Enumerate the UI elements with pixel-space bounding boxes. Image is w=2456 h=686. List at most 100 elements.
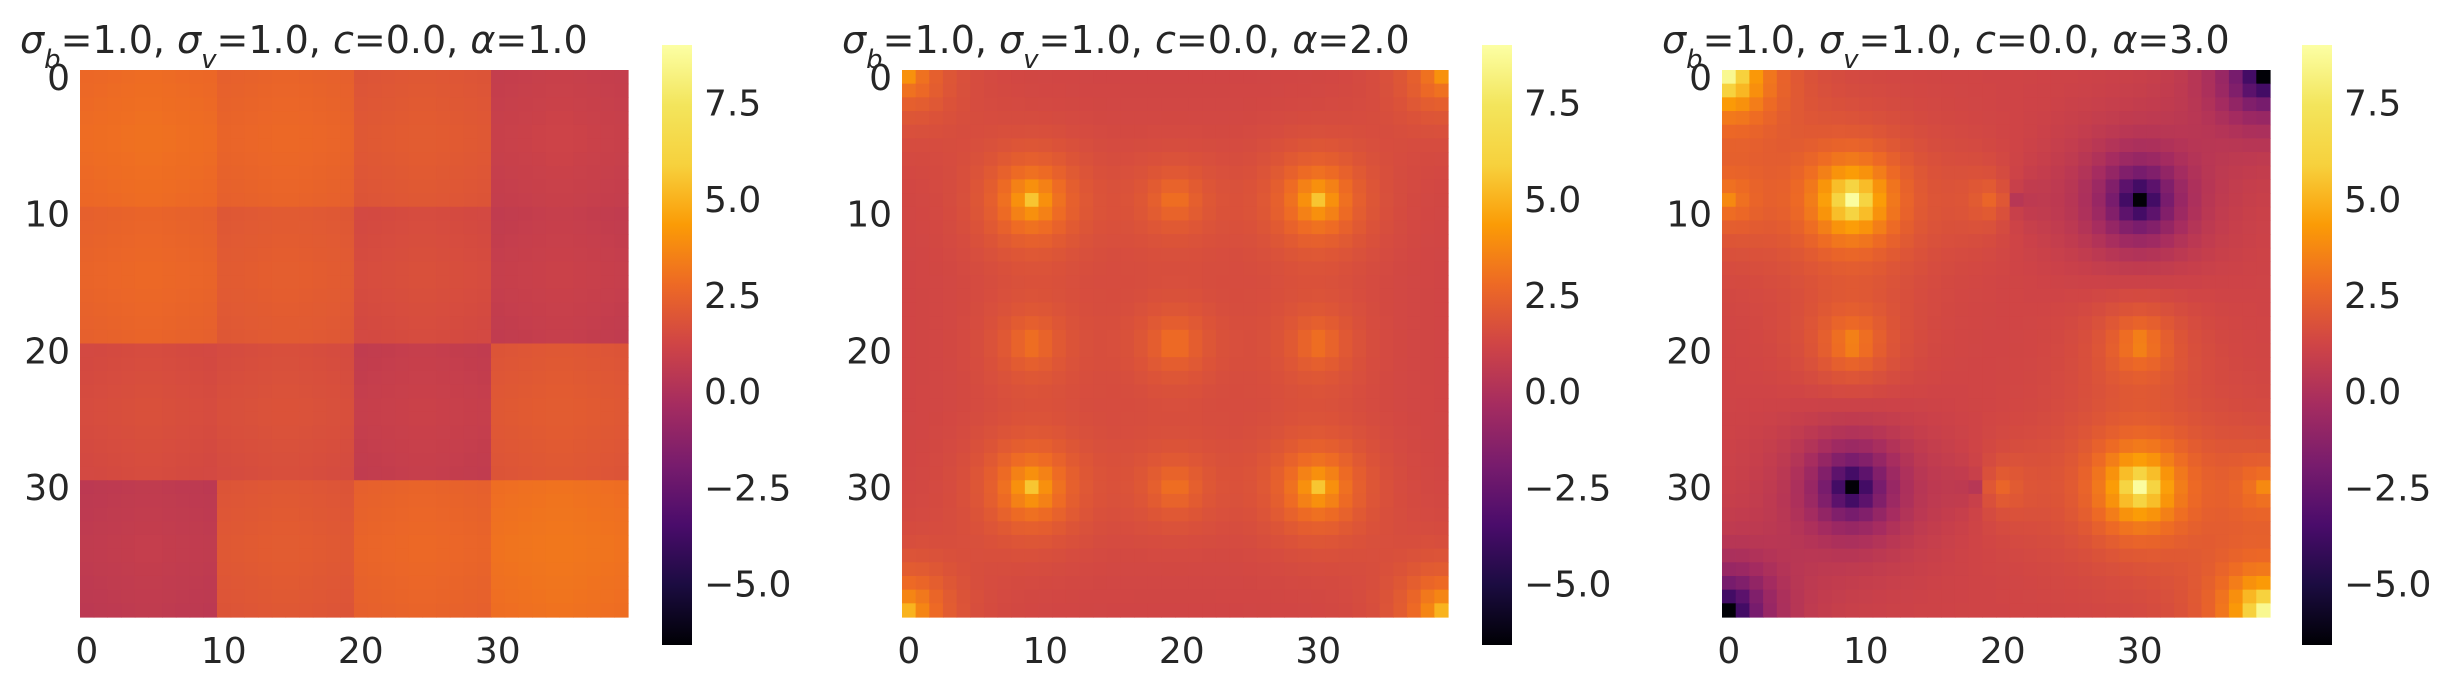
- heatmap-cell: [1011, 480, 1026, 495]
- heatmap-cell: [929, 302, 944, 317]
- heatmap-cell: [518, 302, 533, 317]
- heatmap-cell: [1735, 466, 1750, 481]
- heatmap-cell: [2119, 343, 2134, 358]
- heatmap-cell: [1420, 275, 1435, 290]
- heatmap-cell: [1722, 452, 1737, 468]
- heatmap-cell: [1352, 138, 1367, 153]
- heatmap-cell: [1147, 288, 1162, 304]
- heatmap-cell: [162, 575, 177, 591]
- heatmap-cell: [217, 575, 232, 591]
- heatmap-cell: [203, 179, 218, 194]
- heatmap-cell: [340, 193, 355, 208]
- heatmap-cell: [1407, 83, 1422, 98]
- heatmap-cell: [1106, 493, 1121, 509]
- heatmap-cell: [134, 111, 150, 126]
- heatmap-cell: [2201, 83, 2216, 98]
- heatmap-cell: [1188, 357, 1203, 372]
- heatmap-cell: [148, 384, 163, 399]
- heatmap-cell: [134, 179, 150, 194]
- heatmap-cell: [2050, 370, 2066, 386]
- heatmap-cell: [285, 83, 300, 98]
- heatmap-cell: [2201, 425, 2216, 440]
- heatmap-cell: [532, 384, 547, 399]
- heatmap-cell: [395, 302, 410, 317]
- heatmap-cell: [600, 411, 615, 427]
- heatmap-cell: [367, 439, 382, 454]
- heatmap-cell: [1215, 425, 1231, 440]
- heatmap-cell: [2037, 152, 2052, 167]
- heatmap-cell: [1256, 452, 1272, 468]
- heatmap-cell: [1996, 575, 2011, 591]
- heatmap-cell: [121, 111, 136, 126]
- heatmap-cell: [2105, 357, 2120, 372]
- heatmap-cell: [1379, 275, 1394, 290]
- title-subscript: v: [1843, 45, 1859, 75]
- heatmap-cell: [2160, 507, 2175, 522]
- heatmap-cell: [1038, 152, 1053, 167]
- heatmap-cell: [1776, 83, 1792, 98]
- heatmap-cell: [217, 83, 232, 98]
- heatmap-cell: [1407, 261, 1422, 276]
- heatmap-cell: [1188, 411, 1203, 427]
- heatmap-cell: [1270, 165, 1285, 181]
- heatmap-cell: [1996, 302, 2011, 317]
- heatmap-cell: [1011, 534, 1026, 550]
- heatmap-cell: [902, 138, 917, 153]
- heatmap-cell: [1311, 261, 1326, 276]
- heatmap-cell: [983, 480, 999, 495]
- heatmap-cell: [586, 70, 602, 85]
- heatmap-cell: [586, 425, 602, 440]
- heatmap-cell: [1982, 452, 1997, 468]
- heatmap-cell: [2119, 261, 2134, 276]
- heatmap-cell: [1941, 97, 1956, 112]
- heatmap-cell: [477, 152, 492, 167]
- heatmap-cell: [2023, 302, 2038, 317]
- heatmap-cell: [1790, 124, 1805, 139]
- heatmap-cell: [326, 152, 341, 167]
- heatmap-cell: [1338, 83, 1354, 98]
- heatmap-cell: [2160, 111, 2175, 126]
- heatmap-cell: [1243, 302, 1258, 317]
- heatmap-cell: [408, 97, 424, 112]
- heatmap-cell: [2228, 83, 2244, 98]
- heatmap-cell: [354, 97, 369, 112]
- heatmap-cell: [477, 247, 492, 263]
- heatmap-cell: [1379, 480, 1394, 495]
- heatmap-cell: [175, 534, 191, 550]
- heatmap-cell: [230, 165, 245, 181]
- heatmap-cell: [1011, 411, 1026, 427]
- heatmap-cell: [189, 152, 204, 167]
- heatmap-cell: [1024, 83, 1040, 98]
- heatmap-cell: [1243, 384, 1258, 399]
- heatmap-cell: [340, 329, 355, 345]
- heatmap-cell: [929, 603, 944, 618]
- heatmap-cell: [1817, 193, 1833, 208]
- heatmap-cell: [983, 261, 999, 276]
- heatmap-cell: [545, 589, 561, 604]
- heatmap-cell: [477, 425, 492, 440]
- heatmap-cell: [1982, 316, 1997, 331]
- heatmap-cell: [1872, 534, 1887, 550]
- heatmap-cell: [1927, 247, 1942, 263]
- heatmap-cell: [518, 575, 533, 591]
- heatmap-cell: [1202, 466, 1217, 481]
- heatmap-cell: [436, 206, 451, 222]
- heatmap-cell: [285, 247, 300, 263]
- heatmap-cell: [1393, 343, 1408, 358]
- heatmap-cell: [1927, 165, 1942, 181]
- heatmap-cell: [2228, 603, 2244, 618]
- heatmap-cell: [1996, 603, 2011, 618]
- heatmap-cell: [1804, 138, 1819, 153]
- heatmap-cell: [93, 329, 108, 345]
- heatmap-cell: [258, 603, 273, 618]
- heatmap-cell: [1052, 370, 1067, 386]
- heatmap-cell: [1817, 220, 1833, 235]
- heatmap-cell: [1270, 83, 1285, 98]
- heatmap-cell: [1284, 261, 1299, 276]
- heatmap-cell: [2091, 425, 2107, 440]
- heatmap-cell: [148, 124, 163, 139]
- heatmap-cell: [2078, 234, 2093, 249]
- heatmap-cell: [2050, 302, 2066, 317]
- heatmap-cell: [559, 124, 574, 139]
- heatmap-cell: [915, 234, 930, 249]
